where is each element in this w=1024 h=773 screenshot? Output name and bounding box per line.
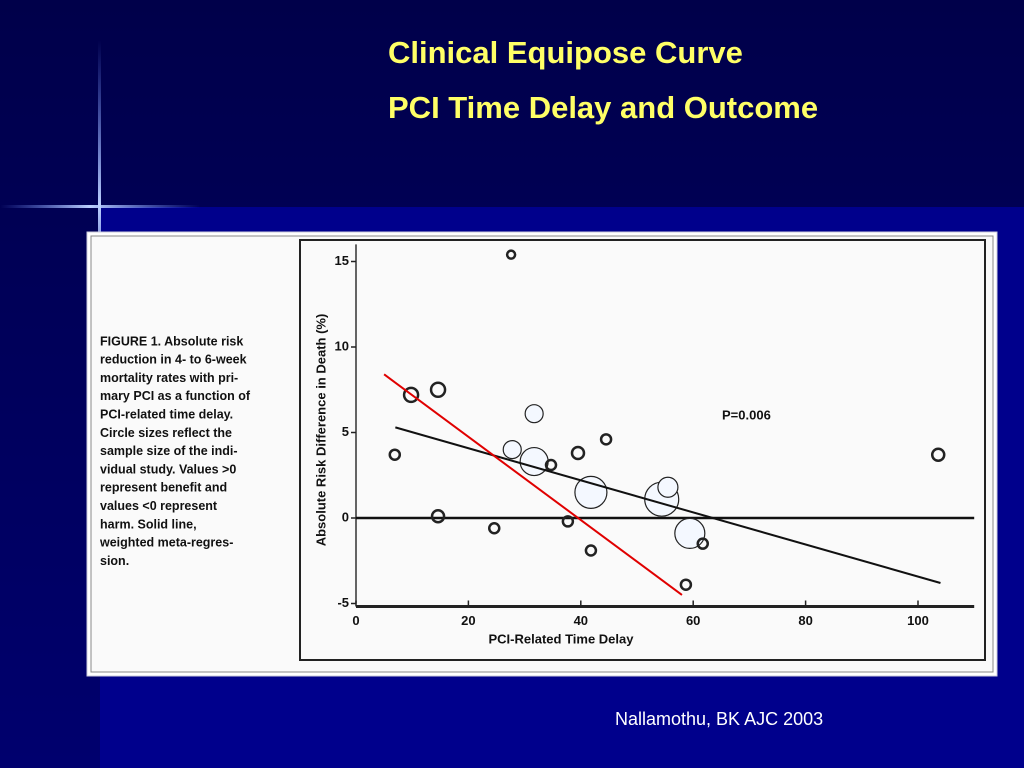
x-tick-label: 60 — [686, 613, 700, 628]
bubble — [674, 517, 706, 549]
bubble — [519, 446, 549, 477]
x-tick-label: 0 — [352, 613, 359, 628]
caption-line: FIGURE 1. Absolute risk — [100, 334, 243, 348]
bubble — [584, 544, 598, 557]
x-tick-label: 80 — [798, 613, 812, 628]
caption-line: reduction in 4- to 6-week — [100, 353, 247, 367]
bubble — [429, 381, 447, 398]
x-tick-label: 20 — [461, 613, 475, 628]
regression-line — [395, 426, 941, 584]
caption-line: values <0 represent — [100, 499, 218, 513]
bubble — [430, 509, 446, 524]
bubble — [505, 249, 517, 260]
title-line: Clinical Equipose Curve — [388, 35, 743, 70]
caption-line: sion. — [100, 554, 129, 568]
bubble — [544, 458, 558, 472]
regression-line — [383, 373, 683, 596]
bubble — [402, 386, 420, 404]
x-axis-label: PCI-Related Time Delay — [489, 631, 635, 646]
y-axis-label: Absolute Risk Difference in Death (%) — [313, 314, 328, 547]
title-line: PCI Time Delay and Outcome — [388, 90, 818, 125]
bubble — [679, 578, 693, 591]
bubble — [502, 440, 522, 460]
caption-line: sample size of the indi- — [100, 444, 238, 458]
caption-line: mary PCI as a function of — [100, 389, 251, 403]
caption-line: PCI-related time delay. — [100, 407, 233, 421]
caption-line: Circle sizes reflect the — [100, 426, 232, 440]
caption-line: harm. Solid line, — [100, 517, 197, 531]
caption-line: vidual study. Values >0 — [100, 462, 236, 476]
y-tick-label: -5 — [337, 595, 349, 610]
y-tick-label: 10 — [335, 338, 349, 353]
caption-line: mortality rates with pri- — [100, 371, 238, 385]
bubble — [488, 522, 501, 535]
citation: Nallamothu, BK AJC 2003 — [615, 709, 823, 729]
sparkle — [98, 40, 101, 370]
bubble — [657, 476, 679, 498]
annotation: P=0.006 — [722, 407, 771, 422]
bubble — [561, 515, 575, 528]
bubble — [524, 404, 544, 424]
y-tick-label: 5 — [342, 424, 349, 439]
y-tick-label: 15 — [335, 253, 349, 268]
bubble — [599, 433, 613, 446]
bubble — [388, 448, 402, 461]
bubble — [574, 475, 608, 509]
bubble — [696, 537, 710, 550]
bubble — [930, 447, 946, 462]
x-tick-label: 100 — [907, 613, 929, 628]
bubble — [570, 445, 586, 461]
caption-line: weighted meta-regres- — [99, 536, 233, 550]
figure-border — [299, 239, 986, 661]
y-tick-label: 0 — [342, 509, 349, 524]
caption-line: represent benefit and — [100, 481, 227, 495]
x-tick-label: 40 — [574, 613, 588, 628]
